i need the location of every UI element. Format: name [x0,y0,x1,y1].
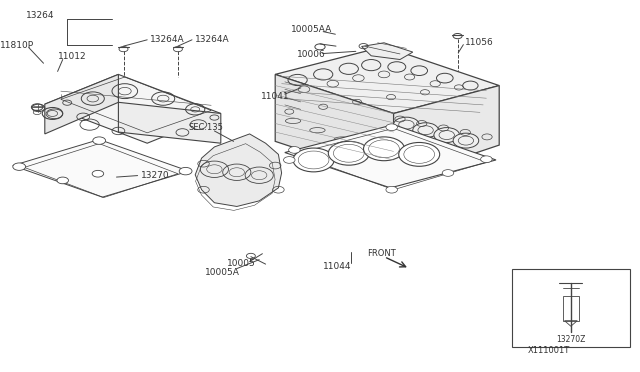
Text: 10006: 10006 [297,50,326,59]
Bar [512,269,630,347]
Circle shape [399,142,440,166]
Polygon shape [118,102,221,143]
Text: 11810P: 11810P [0,41,34,50]
Text: 13264A: 13264A [150,35,185,44]
Circle shape [442,170,454,176]
Text: 13264A: 13264A [195,35,230,44]
Polygon shape [195,134,282,206]
Text: 11044: 11044 [323,262,352,271]
Circle shape [364,137,404,161]
Polygon shape [275,46,499,113]
Circle shape [453,133,479,148]
Text: FRONT: FRONT [367,249,396,258]
Text: 10005AA: 10005AA [291,25,332,33]
Circle shape [179,167,192,175]
Circle shape [481,156,492,163]
Circle shape [434,128,460,142]
Text: 11056: 11056 [465,38,493,47]
Circle shape [293,148,334,172]
Text: 11012: 11012 [58,52,86,61]
Circle shape [413,123,438,138]
Text: 10005: 10005 [227,259,256,268]
Polygon shape [45,74,221,143]
Polygon shape [362,43,413,60]
Circle shape [57,177,68,184]
Polygon shape [45,74,118,134]
Text: X111001T: X111001T [528,346,570,355]
Circle shape [386,124,397,131]
Polygon shape [285,125,496,188]
Circle shape [394,117,419,132]
Text: SEC.135: SEC.135 [189,123,223,132]
Text: 10005A: 10005A [205,268,239,277]
Circle shape [92,170,104,177]
Bar [563,296,579,321]
Polygon shape [394,86,499,180]
Polygon shape [275,74,394,180]
Circle shape [93,137,106,144]
Circle shape [284,157,295,163]
Circle shape [386,186,397,193]
Circle shape [13,163,26,170]
Text: 13264: 13264 [26,11,54,20]
Circle shape [289,147,300,153]
Text: 11041: 11041 [261,92,290,101]
Text: 13270Z: 13270Z [556,335,586,344]
Polygon shape [13,140,189,197]
Circle shape [328,141,369,165]
Text: 13270: 13270 [141,171,170,180]
